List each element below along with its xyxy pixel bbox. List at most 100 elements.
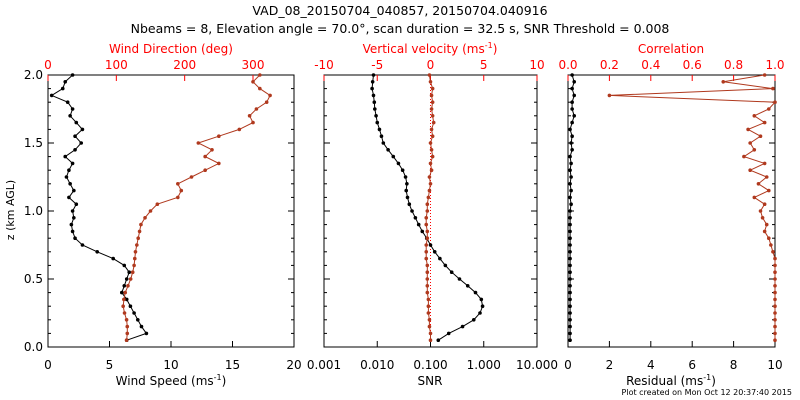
data-point [762,73,767,77]
data-point [752,195,757,200]
data-point [570,73,574,77]
x-tick-label: 1.000 [467,358,501,372]
data-point [72,216,76,220]
data-point [155,202,160,206]
data-point [766,236,771,240]
data-point [125,331,130,336]
data-point [203,154,207,159]
data-point [568,195,572,200]
data-point [568,236,572,240]
data-point [771,86,775,91]
data-point [773,100,777,104]
data-point [465,284,470,288]
data-point [386,148,390,152]
data-point [570,148,574,152]
data-point [425,229,430,234]
data-point [762,120,767,125]
data-point [773,318,777,322]
data-point [258,73,262,77]
data-point [429,107,434,111]
data-point [762,202,767,206]
data-point [773,277,777,281]
data-point [769,243,773,247]
data-point [742,154,746,159]
data-point [370,86,374,91]
data-point [70,209,75,213]
x-tick-label: 20 [286,358,301,372]
data-point [63,154,68,159]
data-point [748,168,752,172]
top-tick-label: -5 [371,58,383,72]
data-point [428,141,433,145]
y-tick-label: 0.0 [24,340,43,354]
data-point [74,202,79,206]
data-point [424,250,429,254]
series-line-residual [569,74,575,341]
data-point [568,209,572,213]
data-point [80,243,85,247]
data-point [73,236,77,240]
y-tick-label: 1.0 [24,204,43,218]
data-point [773,256,777,261]
data-point [569,141,573,145]
data-point [568,229,572,234]
data-point [570,107,574,111]
data-point [210,148,214,152]
x-tick-label: 10 [767,358,782,372]
data-point [426,311,431,315]
data-point [68,114,72,118]
data-point [95,250,99,254]
data-point [430,100,435,104]
data-point [203,168,207,172]
top-tick-label: 1.0 [765,58,784,72]
data-point [752,114,757,118]
data-point [427,175,432,179]
top-tick-label: 0 [427,58,435,72]
data-point [264,100,269,104]
data-point [251,80,255,84]
data-point [607,93,612,98]
data-point [254,107,259,111]
data-point [122,263,127,268]
top-tick-label: 0.0 [558,58,577,72]
data-point [429,168,434,172]
data-point [133,250,138,254]
x-tick-label: 8 [730,358,738,372]
data-point [570,134,574,138]
data-point [460,324,465,329]
top-axis-label-vertical-velocity: Vertical velocity (ms-1) [363,41,498,56]
top-tick-label: 0.2 [600,58,619,72]
data-point [268,93,272,98]
data-point [473,290,478,295]
y-axis-label: z (km AGL) [4,180,17,240]
data-point [773,324,777,329]
data-point [425,290,430,295]
data-point [49,93,54,98]
data-point [568,250,572,254]
x-tick-label: 15 [225,358,240,372]
data-point [568,318,572,322]
data-point [479,297,484,302]
data-point [425,284,430,288]
data-point [760,216,765,220]
data-point [80,127,85,132]
data-point [148,209,153,213]
x-tick-label: 0.001 [307,358,341,372]
data-point [428,182,433,186]
top-tick-label: 0 [44,58,52,72]
data-point [67,195,71,200]
plot-created-footer: Plot created on Mon Oct 12 20:37:40 2015 [621,388,792,397]
data-point [425,263,430,268]
data-point [144,331,149,336]
data-point [416,222,421,227]
data-point [73,148,77,152]
data-point [427,188,432,193]
data-point [379,134,384,138]
panel-wind: Wind Speed (ms-1) Wind Direction (deg) [47,42,295,388]
data-point [426,304,431,309]
data-point [758,134,763,138]
data-point [430,86,435,91]
data-point [436,338,441,343]
data-point [65,100,70,104]
